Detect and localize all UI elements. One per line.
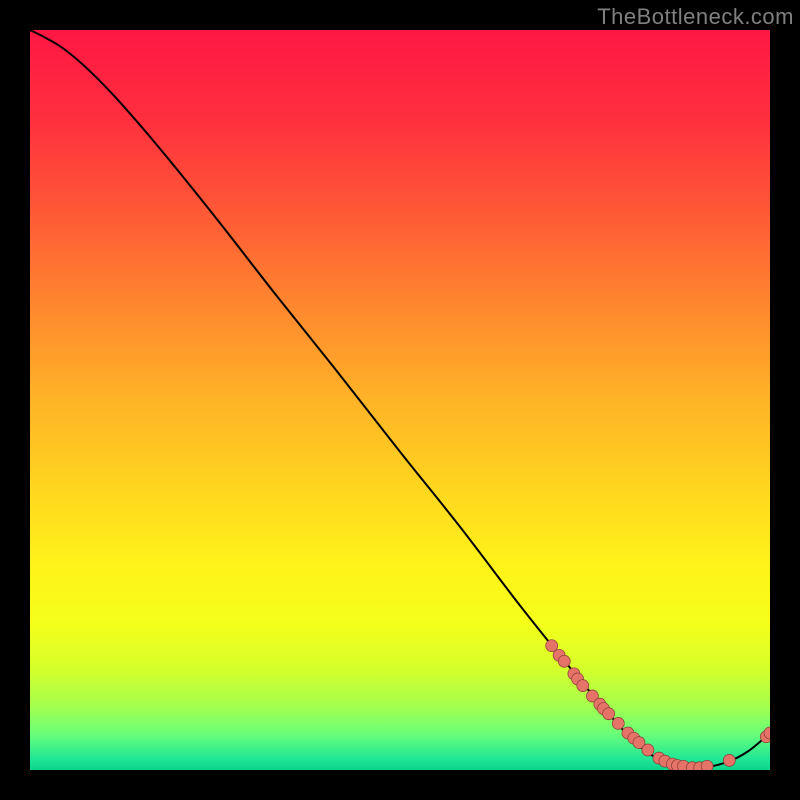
bottleneck-curve-chart xyxy=(30,30,770,770)
watermark-text: TheBottleneck.com xyxy=(597,4,794,30)
data-marker xyxy=(603,708,615,720)
chart-stage: TheBottleneck.com xyxy=(0,0,800,800)
plot-area xyxy=(30,30,770,770)
data-marker xyxy=(558,655,570,667)
data-marker xyxy=(612,717,624,729)
data-marker xyxy=(701,760,713,770)
data-marker xyxy=(577,680,589,692)
data-marker xyxy=(642,744,654,756)
data-marker xyxy=(723,754,735,766)
gradient-background xyxy=(30,30,770,770)
